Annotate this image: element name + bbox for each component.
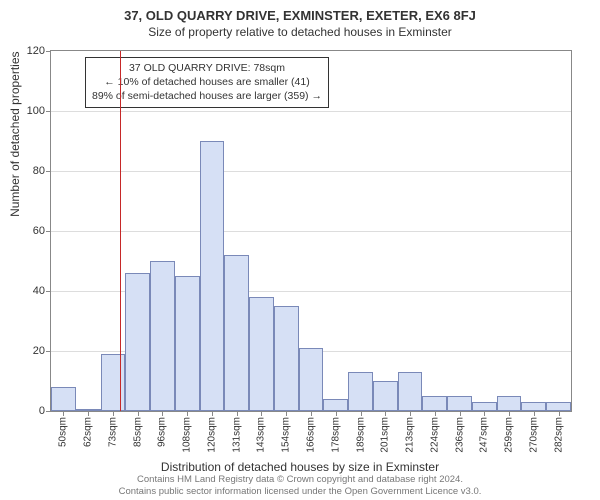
attribution-line-1: Contains HM Land Registry data © Crown c… xyxy=(0,474,600,486)
title-main: 37, OLD QUARRY DRIVE, EXMINSTER, EXETER,… xyxy=(0,0,600,23)
histogram-bar xyxy=(200,141,225,411)
x-tick-mark xyxy=(113,411,114,416)
x-tick-mark xyxy=(88,411,89,416)
attribution-line-2: Contains public sector information licen… xyxy=(0,486,600,498)
x-tick-label: 108sqm xyxy=(182,417,193,453)
x-tick-label: 236sqm xyxy=(454,417,465,453)
x-axis-label: Distribution of detached houses by size … xyxy=(0,460,600,474)
histogram-bar xyxy=(125,273,150,411)
x-tick-label: 213sqm xyxy=(405,417,416,453)
y-tick-label: 20 xyxy=(17,345,45,357)
x-tick-label: 259sqm xyxy=(504,417,515,453)
x-tick-mark xyxy=(435,411,436,416)
x-tick-label: 247sqm xyxy=(479,417,490,453)
x-tick-label: 224sqm xyxy=(429,417,440,453)
x-tick-mark xyxy=(385,411,386,416)
histogram-bar xyxy=(447,396,472,411)
x-tick-mark xyxy=(212,411,213,416)
histogram-bar xyxy=(51,387,76,411)
x-tick-label: 96sqm xyxy=(157,417,168,447)
histogram-bar xyxy=(274,306,299,411)
x-tick-mark xyxy=(187,411,188,416)
x-tick-mark xyxy=(484,411,485,416)
y-tick-label: 40 xyxy=(17,285,45,297)
x-tick-label: 154sqm xyxy=(281,417,292,453)
y-tick-label: 120 xyxy=(17,45,45,57)
x-tick-mark xyxy=(534,411,535,416)
y-tick-mark xyxy=(46,171,51,172)
info-line-3: 89% of semi-detached houses are larger (… xyxy=(92,89,322,103)
x-tick-label: 201sqm xyxy=(380,417,391,453)
chart-container: 37, OLD QUARRY DRIVE, EXMINSTER, EXETER,… xyxy=(0,0,600,500)
x-tick-label: 282sqm xyxy=(553,417,564,453)
x-tick-mark xyxy=(261,411,262,416)
y-axis-label: Number of detached properties xyxy=(8,51,22,216)
x-tick-mark xyxy=(559,411,560,416)
x-tick-mark xyxy=(410,411,411,416)
x-tick-label: 166sqm xyxy=(306,417,317,453)
grid-line xyxy=(51,231,571,232)
x-tick-label: 73sqm xyxy=(107,417,118,447)
x-tick-label: 50sqm xyxy=(58,417,69,447)
histogram-bar xyxy=(101,354,126,411)
histogram-bar xyxy=(472,402,497,411)
y-tick-label: 100 xyxy=(17,105,45,117)
x-tick-mark xyxy=(460,411,461,416)
y-tick-mark xyxy=(46,231,51,232)
x-tick-label: 178sqm xyxy=(330,417,341,453)
x-tick-mark xyxy=(162,411,163,416)
x-tick-label: 143sqm xyxy=(256,417,267,453)
histogram-bar xyxy=(497,396,522,411)
y-tick-mark xyxy=(46,291,51,292)
histogram-bar xyxy=(175,276,200,411)
x-tick-label: 85sqm xyxy=(132,417,143,447)
histogram-bar xyxy=(422,396,447,411)
x-tick-label: 62sqm xyxy=(83,417,94,447)
info-line-1: 37 OLD QUARRY DRIVE: 78sqm xyxy=(92,61,322,75)
y-tick-mark xyxy=(46,111,51,112)
y-tick-mark xyxy=(46,51,51,52)
y-tick-label: 80 xyxy=(17,165,45,177)
x-tick-label: 120sqm xyxy=(206,417,217,453)
x-tick-label: 131sqm xyxy=(231,417,242,453)
marker-line xyxy=(120,51,121,411)
y-tick-label: 60 xyxy=(17,225,45,237)
y-tick-mark xyxy=(46,411,51,412)
grid-line xyxy=(51,171,571,172)
info-annotation-box: 37 OLD QUARRY DRIVE: 78sqm ← 10% of deta… xyxy=(85,57,329,108)
chart-plot-area: 37 OLD QUARRY DRIVE: 78sqm ← 10% of deta… xyxy=(50,50,572,412)
histogram-bar xyxy=(398,372,423,411)
x-tick-label: 189sqm xyxy=(355,417,366,453)
x-tick-mark xyxy=(336,411,337,416)
x-tick-mark xyxy=(138,411,139,416)
histogram-bar xyxy=(521,402,546,411)
histogram-bar xyxy=(323,399,348,411)
histogram-bar xyxy=(373,381,398,411)
x-tick-mark xyxy=(311,411,312,416)
y-tick-mark xyxy=(46,351,51,352)
y-tick-label: 0 xyxy=(17,405,45,417)
x-tick-mark xyxy=(286,411,287,416)
histogram-bar xyxy=(150,261,175,411)
info-line-2: ← 10% of detached houses are smaller (41… xyxy=(92,75,322,89)
title-sub: Size of property relative to detached ho… xyxy=(0,23,600,39)
grid-line xyxy=(51,111,571,112)
x-tick-mark xyxy=(361,411,362,416)
histogram-bar xyxy=(546,402,571,411)
histogram-bar xyxy=(299,348,324,411)
histogram-bar xyxy=(224,255,249,411)
histogram-bar xyxy=(249,297,274,411)
x-tick-mark xyxy=(63,411,64,416)
x-tick-label: 270sqm xyxy=(528,417,539,453)
x-tick-mark xyxy=(237,411,238,416)
attribution-text: Contains HM Land Registry data © Crown c… xyxy=(0,474,600,498)
x-tick-mark xyxy=(509,411,510,416)
histogram-bar xyxy=(348,372,373,411)
